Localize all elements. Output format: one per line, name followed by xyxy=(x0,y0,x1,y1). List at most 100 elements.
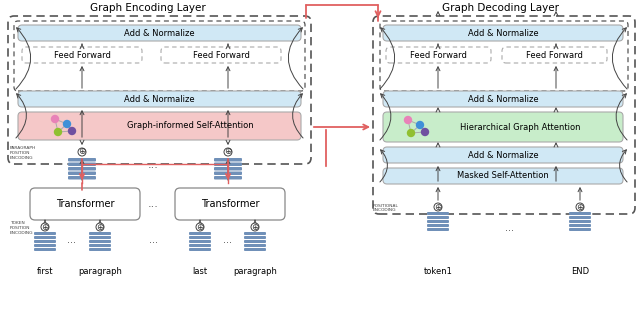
Circle shape xyxy=(41,223,49,231)
FancyBboxPatch shape xyxy=(569,220,591,223)
Text: Add & Normalize: Add & Normalize xyxy=(124,94,195,103)
FancyBboxPatch shape xyxy=(214,163,242,166)
Text: paragraph: paragraph xyxy=(78,267,122,275)
Text: token1: token1 xyxy=(424,267,452,275)
Text: Transformer: Transformer xyxy=(56,199,115,209)
FancyBboxPatch shape xyxy=(244,232,266,235)
Text: Graph Decoding Layer: Graph Decoding Layer xyxy=(442,3,559,13)
FancyBboxPatch shape xyxy=(161,47,281,63)
Circle shape xyxy=(54,128,61,135)
Text: ⊕: ⊕ xyxy=(96,223,104,231)
Text: Feed Forward: Feed Forward xyxy=(193,50,250,60)
Text: Graph-informed Self-Attention: Graph-informed Self-Attention xyxy=(127,121,253,131)
FancyBboxPatch shape xyxy=(427,228,449,231)
FancyBboxPatch shape xyxy=(244,244,266,247)
Text: ⊕: ⊕ xyxy=(224,147,232,157)
Text: ...: ... xyxy=(223,235,232,245)
FancyBboxPatch shape xyxy=(175,188,285,220)
FancyBboxPatch shape xyxy=(383,147,623,163)
Circle shape xyxy=(196,223,204,231)
FancyBboxPatch shape xyxy=(34,244,56,247)
FancyBboxPatch shape xyxy=(214,158,242,161)
FancyBboxPatch shape xyxy=(214,167,242,171)
FancyBboxPatch shape xyxy=(68,171,96,175)
Text: Masked Self-Attention: Masked Self-Attention xyxy=(457,171,549,180)
Text: Add & Normalize: Add & Normalize xyxy=(468,29,538,37)
FancyBboxPatch shape xyxy=(68,176,96,179)
Text: ⊕: ⊕ xyxy=(576,203,584,211)
Circle shape xyxy=(417,121,424,128)
Text: Graph Encoding Layer: Graph Encoding Layer xyxy=(90,3,206,13)
Text: Add & Normalize: Add & Normalize xyxy=(468,94,538,103)
FancyBboxPatch shape xyxy=(502,47,607,63)
Circle shape xyxy=(78,148,86,156)
FancyBboxPatch shape xyxy=(89,244,111,247)
FancyBboxPatch shape xyxy=(34,240,56,243)
Text: ...: ... xyxy=(506,223,515,233)
Circle shape xyxy=(96,223,104,231)
FancyBboxPatch shape xyxy=(68,167,96,171)
FancyBboxPatch shape xyxy=(427,220,449,223)
FancyBboxPatch shape xyxy=(34,248,56,251)
FancyBboxPatch shape xyxy=(68,163,96,166)
Text: last: last xyxy=(193,267,207,275)
Circle shape xyxy=(224,148,232,156)
FancyBboxPatch shape xyxy=(569,216,591,219)
Text: ⊕: ⊕ xyxy=(196,223,204,231)
FancyBboxPatch shape xyxy=(30,188,140,220)
FancyBboxPatch shape xyxy=(18,25,301,41)
FancyBboxPatch shape xyxy=(89,240,111,243)
FancyBboxPatch shape xyxy=(244,240,266,243)
FancyBboxPatch shape xyxy=(427,216,449,219)
FancyBboxPatch shape xyxy=(569,212,591,215)
FancyBboxPatch shape xyxy=(18,91,301,107)
FancyBboxPatch shape xyxy=(383,91,623,107)
Text: ...: ... xyxy=(148,199,159,209)
Text: paragraph: paragraph xyxy=(233,267,277,275)
Text: POSITIONAL
ENCODING: POSITIONAL ENCODING xyxy=(373,204,399,212)
FancyBboxPatch shape xyxy=(189,248,211,251)
Text: END: END xyxy=(571,267,589,275)
FancyBboxPatch shape xyxy=(189,236,211,239)
FancyBboxPatch shape xyxy=(34,232,56,235)
Circle shape xyxy=(422,128,429,135)
FancyBboxPatch shape xyxy=(89,248,111,251)
FancyBboxPatch shape xyxy=(189,244,211,247)
FancyBboxPatch shape xyxy=(386,47,491,63)
FancyBboxPatch shape xyxy=(214,171,242,175)
Circle shape xyxy=(434,203,442,211)
FancyBboxPatch shape xyxy=(89,232,111,235)
FancyBboxPatch shape xyxy=(569,228,591,231)
FancyBboxPatch shape xyxy=(383,112,623,142)
Circle shape xyxy=(408,130,415,137)
FancyBboxPatch shape xyxy=(427,212,449,215)
Text: ⊕: ⊕ xyxy=(435,203,442,211)
Text: ...: ... xyxy=(67,235,77,245)
FancyBboxPatch shape xyxy=(214,176,242,179)
Circle shape xyxy=(576,203,584,211)
Text: Feed Forward: Feed Forward xyxy=(525,50,582,60)
FancyBboxPatch shape xyxy=(383,25,623,41)
Text: ⊕: ⊕ xyxy=(78,147,86,157)
Text: Add & Normalize: Add & Normalize xyxy=(124,29,195,37)
FancyBboxPatch shape xyxy=(244,248,266,251)
FancyBboxPatch shape xyxy=(189,232,211,235)
FancyBboxPatch shape xyxy=(244,236,266,239)
Circle shape xyxy=(251,223,259,231)
Circle shape xyxy=(63,120,70,127)
FancyBboxPatch shape xyxy=(427,224,449,227)
FancyBboxPatch shape xyxy=(89,236,111,239)
Text: first: first xyxy=(36,267,53,275)
Circle shape xyxy=(51,115,58,122)
Text: Transformer: Transformer xyxy=(201,199,259,209)
FancyBboxPatch shape xyxy=(18,112,301,140)
FancyBboxPatch shape xyxy=(22,47,142,63)
FancyBboxPatch shape xyxy=(569,224,591,227)
FancyBboxPatch shape xyxy=(34,236,56,239)
FancyBboxPatch shape xyxy=(383,168,623,184)
Text: Feed Forward: Feed Forward xyxy=(54,50,111,60)
Text: Feed Forward: Feed Forward xyxy=(410,50,467,60)
Circle shape xyxy=(404,117,412,124)
Text: Hierarchical Graph Attention: Hierarchical Graph Attention xyxy=(460,122,580,132)
Text: PARAGRAPH
POSITION
ENCODING: PARAGRAPH POSITION ENCODING xyxy=(10,146,36,159)
